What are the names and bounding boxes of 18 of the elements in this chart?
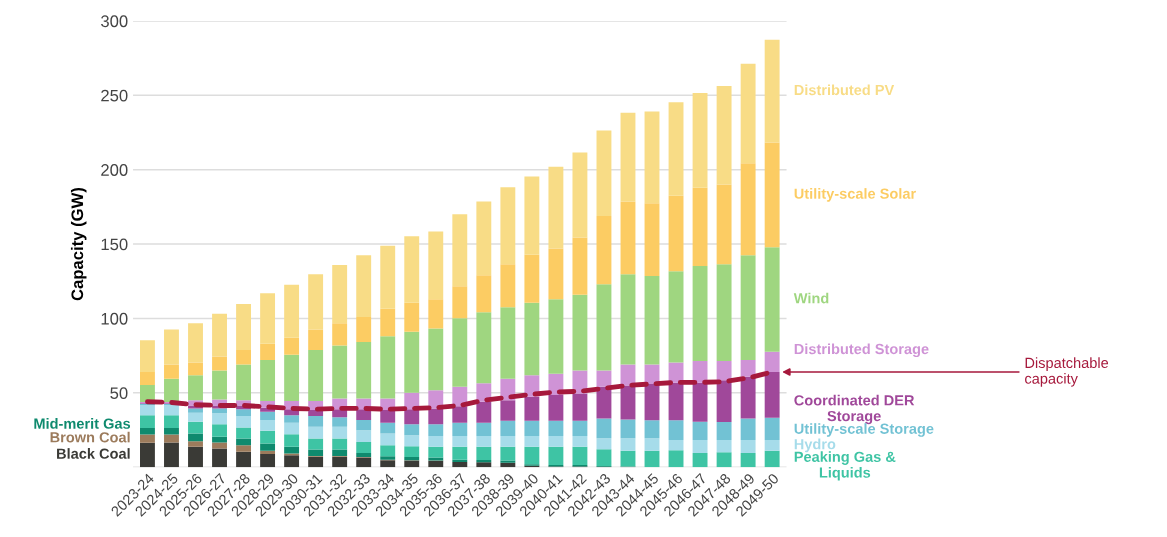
y-tick-label: 100: [101, 312, 128, 325]
y-tick-label: 150: [101, 238, 128, 251]
series-label: Utility-scale Storage: [794, 423, 934, 437]
y-tick-label: 200: [101, 164, 128, 176]
series-label: Peaking Gas & Liquids: [794, 451, 896, 481]
series-label: Mid-merit Gas: [34, 418, 131, 429]
series-label: Wind: [793, 292, 829, 304]
y-axis-title: Capacity (GW): [70, 187, 87, 301]
series-label: Distributed PV: [794, 84, 895, 96]
series-label: Brown Coal: [50, 431, 130, 443]
text: Dispatchable capacity: [1025, 357, 1109, 387]
series-label: Black Coal: [57, 448, 130, 459]
y-tick-label: 50: [110, 387, 128, 400]
series-label: Hydro: [794, 438, 836, 453]
series-label: Utility-scale Solar: [794, 188, 916, 202]
series-label: Distributed Storage: [794, 343, 929, 358]
y-tick-label: 250: [101, 89, 128, 102]
y-tick-label: 300: [101, 15, 128, 28]
